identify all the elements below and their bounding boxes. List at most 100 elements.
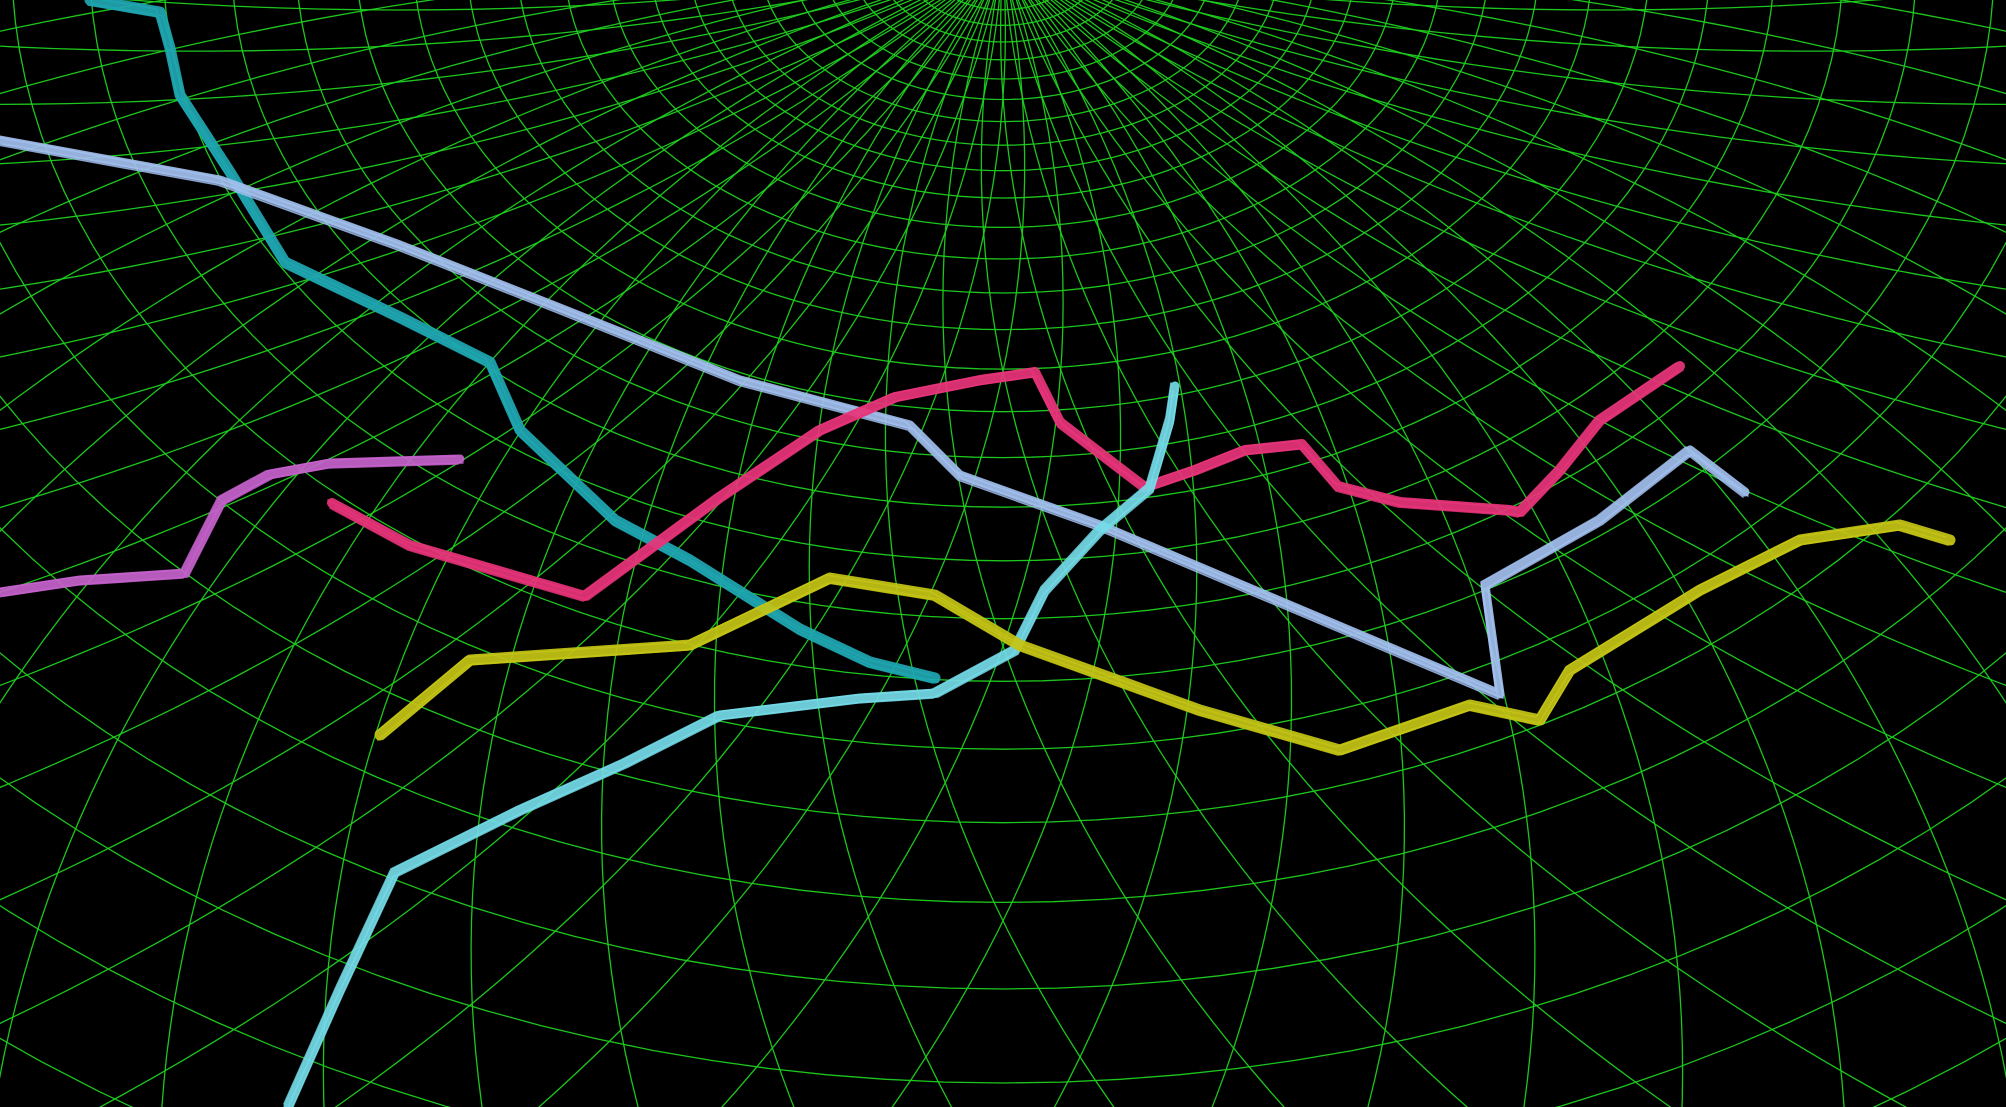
grid-meridian-line (0, 0, 905, 704)
grid-meridian-line (537, 0, 1026, 1107)
grid-meridian-line (980, 0, 1469, 1107)
route-teal (84, 0, 941, 684)
grid-ring-line (0, 652, 2006, 990)
grid-ring-line (694, 0, 1312, 172)
grid-meridian-line (1037, 0, 2006, 594)
grid-ring-line (923, 0, 1083, 26)
grid-meridian-line (0, 0, 892, 165)
grid-meridian-line (0, 0, 922, 1080)
grid-meridian-line (1076, 0, 2006, 290)
route-pink (327, 361, 1685, 602)
grid-meridian-line (1123, 0, 2006, 533)
grid-ring-line (0, 395, 2006, 824)
grid-meridian-line (600, 0, 964, 1107)
grid-meridian-line (1199, 0, 2006, 315)
grid-meridian-line (1053, 0, 2006, 430)
route-strand (0, 144, 1744, 700)
grid-meridian-line (1023, 0, 2006, 789)
grid-ring-line (893, 0, 1113, 43)
route-strand (375, 521, 1947, 748)
grid-ring-line (0, 241, 2006, 750)
route-strand (329, 370, 1679, 602)
route-periwinkle (0, 135, 1750, 700)
grid-meridian-line (0, 0, 883, 533)
grid-ring-line (0, 777, 2006, 1084)
grid-ring-line (358, 0, 1648, 413)
grid-meridian-line (1070, 0, 1845, 1107)
grid-meridian-line (1384, 0, 2006, 161)
grid-meridian-line (884, 0, 1115, 1107)
grid-meridian-line (1017, 0, 2006, 901)
route-strand (327, 362, 1677, 594)
route-violet (0, 454, 465, 598)
route-band (283, 381, 1180, 1107)
route-strand (92, 3, 939, 683)
grid-ring-line (12, 0, 1994, 682)
route-strand (287, 390, 1174, 1107)
grid-meridian-line (1101, 0, 2006, 704)
grid-meridian-line (1064, 0, 2006, 358)
grid-ring-line (0, 527, 2006, 904)
route-strand (87, 4, 934, 684)
grid-ring-line (469, 0, 1537, 331)
grid-ring-line (233, 0, 1773, 508)
grid-meridian-line (1059, 0, 1684, 1107)
grid-meridian-line (0, 0, 962, 509)
grid-meridian-line (0, 0, 983, 789)
grid-meridian-line (322, 0, 947, 1107)
grid-ring-line (567, 0, 1439, 260)
grid-meridian-line (0, 0, 989, 901)
route-yellow-olive (374, 519, 1956, 756)
route-strand (0, 463, 459, 598)
grid-meridian-line (0, 0, 861, 105)
route-lines (0, 0, 1956, 1107)
grid-meridian-line (1034, 0, 1293, 1107)
grid-meridian-line (713, 0, 972, 1107)
route-strand (377, 529, 1949, 756)
grid-meridian-line (1092, 0, 2006, 226)
grid-meridian-line (0, 0, 942, 358)
grid-meridian-line (0, 0, 622, 161)
grid-meridian-line (98, 0, 1000, 1107)
grid-meridian-line (0, 0, 995, 1025)
grid-meridian-line (122, 0, 682, 11)
route-cyan-light (283, 381, 1180, 1107)
grid-ring-line (90, 0, 1916, 620)
route-strand (2, 143, 1749, 699)
grid-meridian-line (808, 0, 979, 1107)
grid-meridian-line (1197, 0, 2006, 52)
grid-ring-line (612, 0, 1394, 229)
grid-meridian-line (0, 0, 737, 233)
grid-meridian-line (161, 0, 936, 1107)
grid-meridian-line (0, 0, 976, 687)
grid-ring-line (832, 0, 1174, 80)
grid-meridian-line (1145, 0, 2006, 105)
route-band (0, 454, 465, 597)
grid-ring-line (767, 0, 1239, 123)
grid-meridian-line (1269, 0, 2006, 233)
grid-meridian-line (891, 0, 1122, 1107)
grid-ring-line (520, 0, 1486, 294)
grid-meridian-line (721, 0, 1064, 1107)
grid-ring-line (956, 0, 1050, 11)
grid-meridian-line (1027, 0, 1198, 1107)
grid-meridian-line (942, 0, 1285, 1107)
grid-meridian-line (0, 0, 969, 594)
grid-meridian-line (0, 0, 914, 226)
grid-meridian-line (1042, 0, 1406, 1107)
grid-ring-line (863, 0, 1143, 61)
grid-meridian-line (1154, 0, 2006, 412)
route-strand (283, 382, 1172, 1105)
grid-meridian-line (0, 0, 930, 290)
grid-meridian-line (0, 0, 807, 315)
grid-meridian-line (1006, 0, 1908, 1107)
grid-meridian-line (0, 0, 852, 412)
grid-meridian-line (1044, 0, 2006, 509)
route-band (374, 519, 1956, 756)
grid-ring-line (654, 0, 1352, 199)
route-band (327, 361, 1685, 601)
grid-meridian-line (1114, 0, 2006, 165)
route-strand (0, 455, 457, 590)
